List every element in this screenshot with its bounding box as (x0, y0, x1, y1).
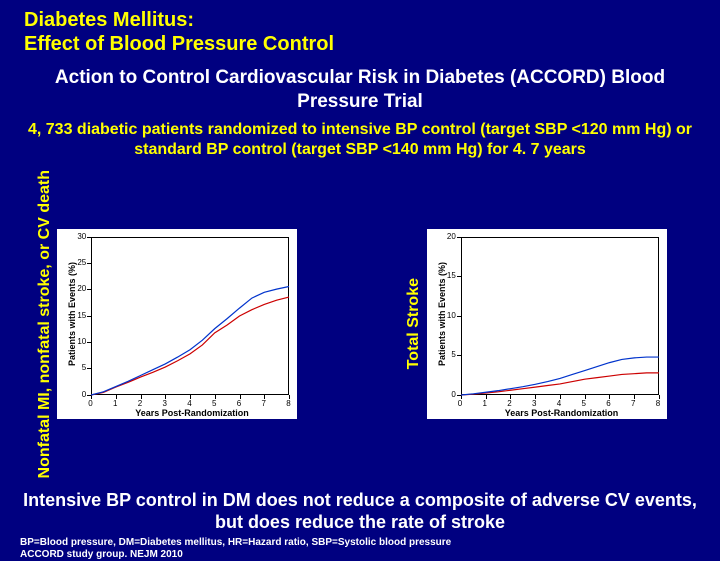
chart1-ylabel: Nonfatal MI, nonfatal stroke, or CV deat… (36, 170, 54, 478)
conclusion-text: Intensive BP control in DM does not redu… (0, 484, 720, 535)
trial-name: Action to Control Cardiovascular Risk in… (0, 56, 720, 116)
chart2-panel: 05101520012345678Patients with Events (%… (427, 229, 667, 419)
footnote-line2: ACCORD study group. NEJM 2010 (20, 549, 720, 561)
slide-title: Diabetes Mellitus: Effect of Blood Press… (0, 0, 720, 56)
chart2-ylabel: Total Stroke (405, 278, 423, 369)
footnote-line1: BP=Blood pressure, DM=Diabetes mellitus,… (20, 537, 720, 549)
charts-container: Nonfatal MI, nonfatal stroke, or CV deat… (0, 166, 720, 484)
title-line2: Effect of Blood Pressure Control (24, 32, 720, 56)
chart1-panel: 051015202530012345678Patients with Event… (57, 229, 297, 419)
chart-block-2: Total Stroke 05101520012345678Patients w… (405, 229, 684, 419)
footnote: BP=Blood pressure, DM=Diabetes mellitus,… (0, 535, 720, 561)
chart-block-1: Nonfatal MI, nonfatal stroke, or CV deat… (36, 170, 386, 478)
trial-description: 4, 733 diabetic patients randomized to i… (0, 116, 720, 166)
title-line1: Diabetes Mellitus: (24, 8, 720, 32)
